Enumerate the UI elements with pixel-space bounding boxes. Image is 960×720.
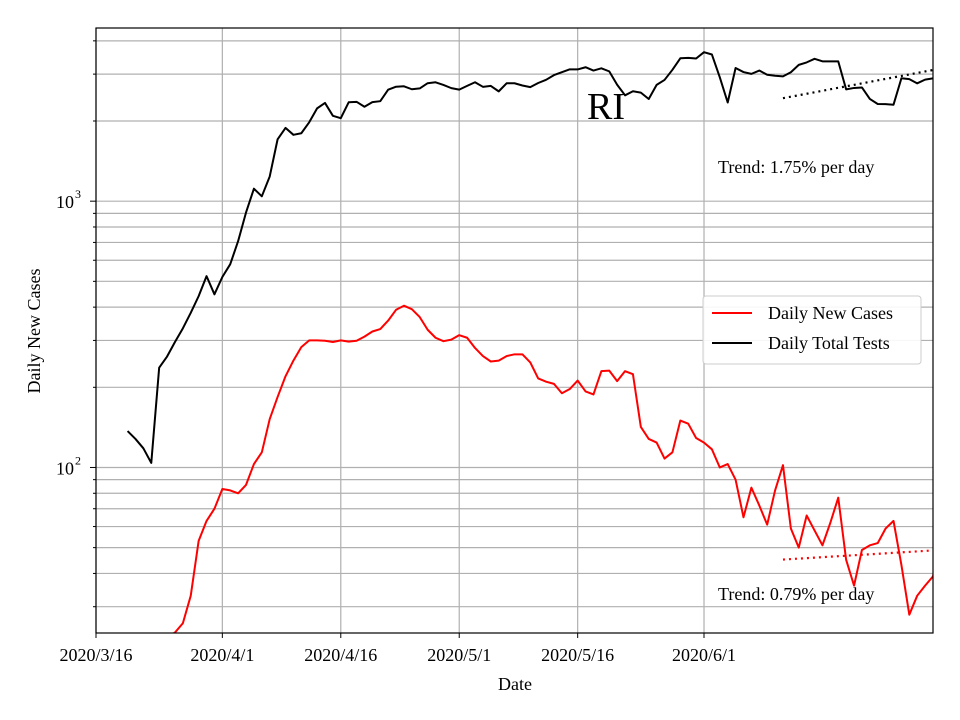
legend-box [702, 295, 922, 365]
y-tick-base: 10 [56, 458, 74, 478]
y-tick-base: 10 [56, 192, 74, 212]
legend-label-tests: Daily Total Tests [768, 333, 890, 353]
x-tick-label: 2020/4/1 [190, 645, 254, 665]
trend-line [782, 549, 933, 561]
series-line-daily-total-tests [126, 51, 933, 464]
y-axis-label: Daily New Cases [24, 269, 44, 394]
x-tick-label: 2020/5/1 [427, 645, 491, 665]
y-tick-label: 10 3 [56, 187, 81, 212]
region-annotation: RI [587, 86, 625, 128]
series-line-daily-new-cases [172, 304, 933, 633]
x-axis-label: Date [498, 674, 532, 694]
y-tick-exponent: 2 [75, 453, 81, 467]
trend-lines [782, 68, 933, 561]
trend-label-tests: Trend: 1.75% per day [718, 157, 874, 177]
y-tick-label: 10 2 [56, 453, 81, 478]
x-tick-label: 2020/3/16 [59, 645, 132, 665]
legend-label-cases: Daily New Cases [768, 303, 893, 323]
legend: Daily New Cases Daily Total Tests [702, 295, 922, 365]
plot-frame [95, 27, 934, 634]
x-tick-label: 2020/6/1 [672, 645, 736, 665]
trend-label-cases: Trend: 0.79% per day [718, 584, 874, 604]
x-tick-label: 2020/5/16 [541, 645, 614, 665]
y-tick-exponent: 3 [75, 187, 81, 201]
x-tick-label: 2020/4/16 [304, 645, 377, 665]
x-axis-ticks: 2020/3/16 2020/4/1 2020/4/16 2020/5/1 2020/5… [59, 633, 736, 665]
series-lines [126, 51, 933, 633]
trend-line [782, 68, 933, 100]
